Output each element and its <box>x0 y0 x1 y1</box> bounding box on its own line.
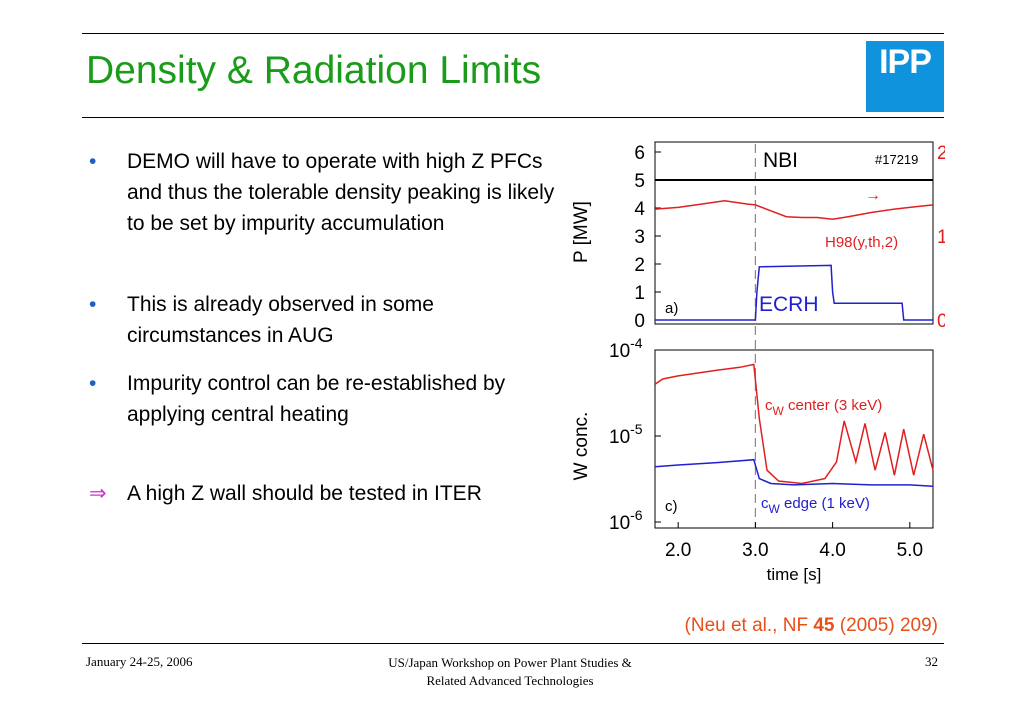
y-tick-label: 5 <box>634 171 645 192</box>
top-rule <box>82 33 944 34</box>
citation: (Neu et al., NF 45 (2005) 209) <box>605 615 938 637</box>
citation-prefix: (Neu et al., NF <box>684 615 814 636</box>
title-rule <box>82 117 944 118</box>
y-tick-label: 10-4 <box>609 335 643 362</box>
series-line <box>655 264 933 321</box>
figure-chart: P [MW] 0 1 2 3 4 5 6 0 1 2 NBI #17219 → H98(y,th… <box>571 141 945 584</box>
x-tick-label: 4.0 <box>819 540 845 561</box>
y-tick-label: 6 <box>634 143 645 164</box>
bullet-text: Impurity control can be re-established b… <box>127 372 506 426</box>
panel-a-frame <box>654 141 934 325</box>
footer-date: January 24-25, 2006 <box>86 654 193 669</box>
slide-title: Density & Radiation Limits <box>86 49 542 92</box>
y-tick-label: 3 <box>634 227 645 248</box>
right-y-tick-label: 2 <box>937 143 945 164</box>
footer-event-line: US/Japan Workshop on Power Plant Studies… <box>388 655 632 670</box>
panel-c-label: c) <box>665 498 678 515</box>
panel-c-ylabel: W conc. <box>571 412 592 481</box>
footer-rule <box>82 643 944 644</box>
ecrh-label: ECRH <box>759 293 819 316</box>
x-axis-label: time [s] <box>767 565 822 584</box>
footer-event-line: Related Advanced Technologies <box>426 673 594 688</box>
h98-label: H98(y,th,2) <box>825 234 898 251</box>
citation-suffix: (2005) 209) <box>834 615 938 636</box>
y-tick-label: 0 <box>634 311 645 332</box>
x-tick-label: 2.0 <box>665 540 691 561</box>
x-tick-label: 3.0 <box>742 540 768 561</box>
footer-event: US/Japan Workshop on Power Plant Studies… <box>340 654 680 690</box>
edge-series-label: cW edge (1 keV) <box>761 495 870 516</box>
panel-a-label: a) <box>665 300 678 317</box>
center-series-label: cW center (3 keV) <box>765 397 882 418</box>
ipp-logo: IPP <box>866 41 944 112</box>
shot-number: #17219 <box>875 152 918 167</box>
bullet-text: DEMO will have to operate with high Z PF… <box>127 150 555 235</box>
logo-text: IPP <box>879 43 932 81</box>
series-line <box>654 199 934 220</box>
bullet-text: A high Z wall should be tested in ITER <box>127 482 482 505</box>
x-tick-label: 5.0 <box>897 540 923 561</box>
bullet-dot-icon: • <box>89 150 97 173</box>
page-number: 32 <box>925 654 938 669</box>
y-tick-label: 1 <box>634 283 645 304</box>
citation-volume: 45 <box>813 615 835 636</box>
arrow-annotation: → <box>865 187 881 204</box>
series-line <box>654 458 934 488</box>
nbi-label: NBI <box>763 149 798 172</box>
bullet-dot-icon: • <box>89 293 97 316</box>
bullet-text: This is already observed in some circums… <box>127 293 434 347</box>
right-y-tick-label: 1 <box>937 227 945 248</box>
panel-c-frame <box>654 349 934 529</box>
y-tick-label: 10-6 <box>609 507 643 534</box>
right-y-tick-label: 0 <box>937 311 945 332</box>
panel-a-ylabel: P [MW] <box>571 201 592 263</box>
implies-arrow-icon: ⇒ <box>89 482 107 505</box>
series-line <box>654 363 934 485</box>
y-tick-label: 4 <box>634 199 645 220</box>
y-tick-label: 2 <box>634 255 645 276</box>
bullet-dot-icon: • <box>89 372 97 395</box>
y-tick-label: 10-5 <box>609 421 643 448</box>
